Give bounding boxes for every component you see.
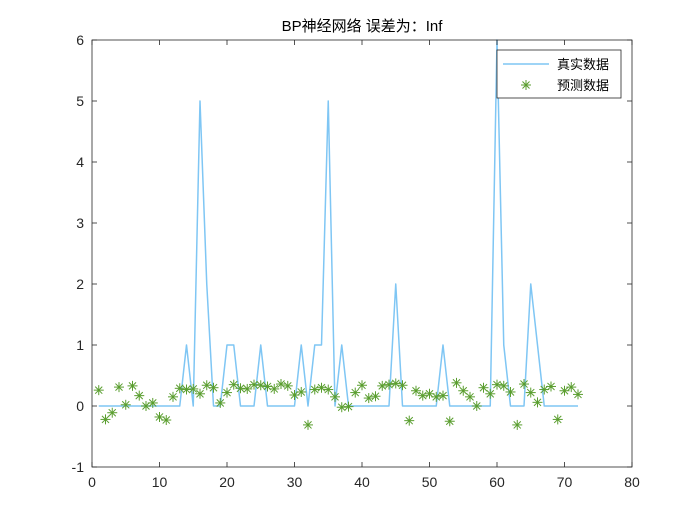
x-tick-label: 60 <box>489 474 505 490</box>
predicted-point <box>505 386 516 397</box>
predicted-point <box>397 380 408 391</box>
y-tick-label: 4 <box>76 154 84 170</box>
predicted-point <box>249 379 259 390</box>
chart-title: BP神经网络 误差为：Inf <box>282 18 444 35</box>
chart-marks <box>93 39 583 430</box>
predicted-point <box>201 380 212 391</box>
predicted-point <box>519 379 529 390</box>
predicted-point <box>478 382 489 393</box>
x-tick-label: 0 <box>88 474 96 490</box>
predicted-point <box>100 414 111 425</box>
predicted-point <box>114 382 124 393</box>
x-tick-label: 70 <box>557 474 573 490</box>
predicted-point <box>235 383 246 394</box>
legend-box <box>496 49 622 99</box>
predicted-point <box>242 383 253 394</box>
predicted-point <box>525 387 536 398</box>
predicted-point <box>215 397 226 408</box>
predicted-point <box>485 388 496 399</box>
predicted-point <box>350 387 361 398</box>
predicted-point <box>377 380 388 391</box>
predicted-point <box>498 380 509 391</box>
predicted-point <box>336 402 347 413</box>
legend-swatch-predicted-data <box>521 80 531 90</box>
predicted-point <box>431 391 442 402</box>
legend-label-real-data: 真实数据 <box>557 58 609 73</box>
y-tick-label: 2 <box>76 276 84 292</box>
predicted-point <box>390 378 401 389</box>
predicted-point <box>269 383 280 394</box>
predicted-point <box>188 383 199 394</box>
predicted-point <box>417 390 428 401</box>
predicted-point <box>492 379 502 390</box>
x-tick-label: 10 <box>152 474 168 490</box>
predicted-point <box>289 390 300 401</box>
predicted-point <box>181 384 192 395</box>
plot-area <box>92 40 632 467</box>
x-tick-label: 50 <box>422 474 438 490</box>
predicted-point <box>168 391 178 402</box>
y-tick-label: 5 <box>76 93 84 109</box>
predicted-point <box>566 382 577 393</box>
predicted-point <box>411 385 421 396</box>
y-tick-label: 3 <box>76 215 84 231</box>
y-tick-label: -1 <box>72 459 85 475</box>
predicted-point <box>451 377 462 388</box>
predicted-point <box>552 414 563 425</box>
y-tick-label: 6 <box>76 32 84 48</box>
predicted-point <box>147 397 158 408</box>
predicted-point <box>222 387 232 398</box>
predicted-point <box>512 419 523 430</box>
predicted-point <box>370 391 381 402</box>
predicted-point <box>255 380 266 391</box>
predicted-point <box>539 384 550 395</box>
x-tick-label: 40 <box>354 474 370 490</box>
predicted-point <box>323 384 334 395</box>
x-tick-label: 20 <box>219 474 235 490</box>
predicted-point <box>296 386 307 397</box>
predicted-point <box>444 416 455 427</box>
predicted-point <box>127 380 138 391</box>
predicted-point <box>208 382 219 393</box>
predicted-point <box>262 381 273 392</box>
predicted-point <box>532 397 543 408</box>
predicted-point <box>458 385 469 396</box>
predicted-point <box>357 380 367 391</box>
predicted-point <box>573 389 583 400</box>
predicted-point <box>161 415 172 426</box>
x-tick-label: 30 <box>287 474 303 490</box>
predicted-point <box>330 391 340 402</box>
predicted-point <box>546 381 556 392</box>
predicted-point <box>309 384 320 395</box>
legend-label-predicted-data: 预测数据 <box>557 79 609 94</box>
predicted-point <box>134 390 145 401</box>
predicted-point <box>316 382 327 393</box>
predicted-point <box>363 393 374 404</box>
predicted-point <box>93 385 104 396</box>
predicted-point <box>404 415 415 426</box>
predicted-point <box>471 401 482 411</box>
predicted-point <box>559 385 570 396</box>
series-markers-predicted-data <box>93 377 583 430</box>
predicted-point <box>107 407 118 418</box>
predicted-point <box>343 401 354 412</box>
predicted-point <box>120 399 131 410</box>
predicted-point <box>384 379 394 390</box>
y-tick-label: 1 <box>76 337 84 353</box>
predicted-point <box>282 380 293 391</box>
predicted-point <box>276 379 286 390</box>
predicted-point <box>303 419 313 430</box>
predicted-point <box>195 388 205 399</box>
predicted-point <box>174 383 185 394</box>
predicted-point <box>228 379 239 390</box>
predicted-point <box>465 391 475 402</box>
predicted-point <box>438 390 448 401</box>
y-tick-label: 0 <box>76 398 84 414</box>
x-tick-label: 80 <box>624 474 640 490</box>
